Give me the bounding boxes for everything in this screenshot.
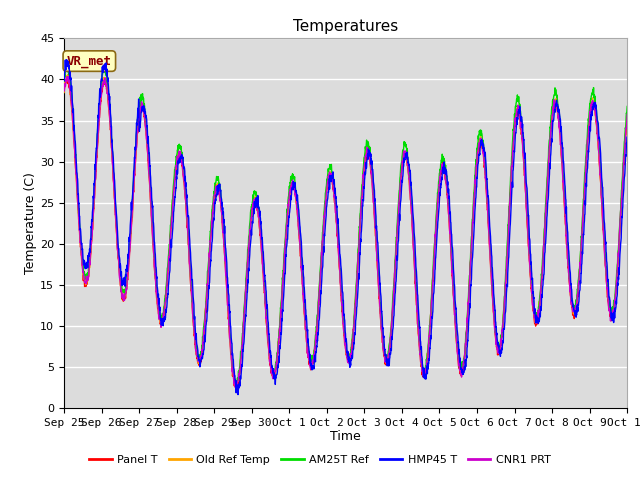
Legend: Panel T, Old Ref Temp, AM25T Ref, HMP45 T, CNR1 PRT: Panel T, Old Ref Temp, AM25T Ref, HMP45 …	[85, 451, 555, 469]
X-axis label: Time: Time	[330, 431, 361, 444]
Y-axis label: Temperature (C): Temperature (C)	[24, 172, 37, 274]
Text: VR_met: VR_met	[67, 55, 112, 68]
Title: Temperatures: Temperatures	[293, 20, 398, 35]
